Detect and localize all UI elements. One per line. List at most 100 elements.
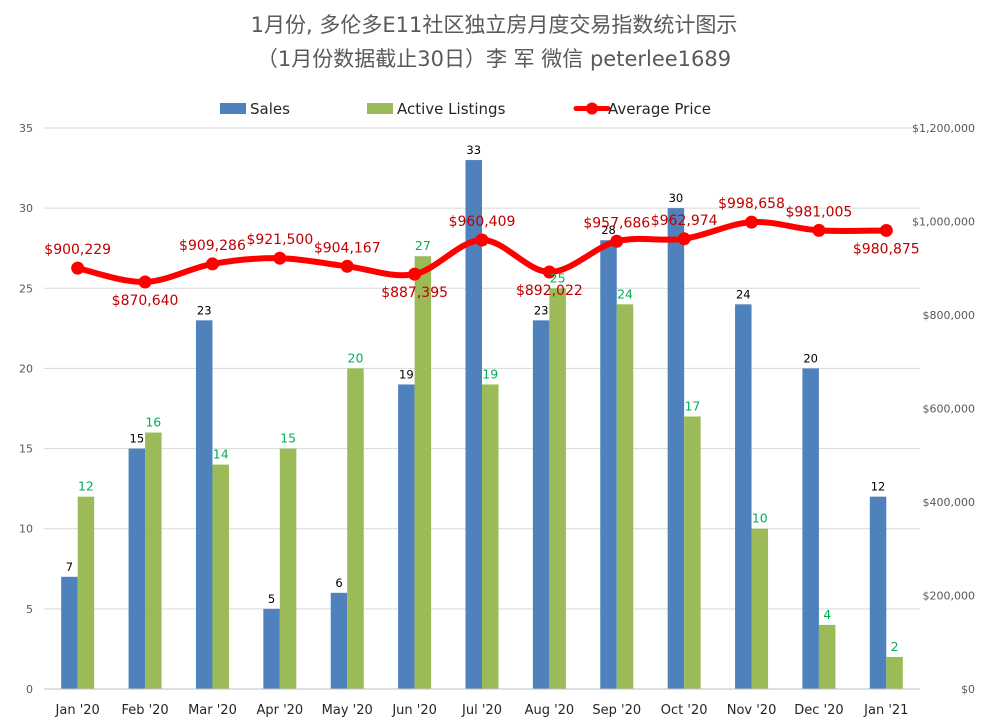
point-average-price (879, 223, 893, 237)
bar-active-listings (279, 448, 297, 689)
bar-active-listings (212, 464, 229, 689)
data-label-active-listings: 25 (550, 270, 566, 285)
data-label-active-listings: 20 (348, 350, 364, 365)
data-label-sales: 23 (197, 303, 212, 317)
legend-swatch-active-listings (367, 103, 393, 114)
data-label-active-listings: 12 (78, 479, 94, 494)
bar-active-listings (751, 528, 769, 689)
data-label-sales: 23 (534, 303, 549, 317)
data-label-sales: 33 (466, 143, 481, 157)
data-label-active-listings: 19 (482, 366, 498, 381)
bar-sales (61, 576, 78, 689)
y-left-tick-label: 35 (19, 122, 33, 135)
bar-sales (869, 496, 887, 689)
data-label-sales: 19 (399, 367, 414, 381)
data-label-average-price: $904,167 (314, 240, 381, 256)
data-labels: 7121516231451562019273319232528243017241… (44, 143, 919, 654)
data-label-active-listings: 10 (752, 511, 768, 526)
legend-label-sales: Sales (250, 100, 290, 118)
y-right-tick-label: $200,000 (923, 590, 976, 603)
data-label-average-price: $887,395 (381, 285, 448, 301)
point-average-price (610, 234, 624, 248)
x-tick-label: Apr '20 (256, 703, 303, 718)
bars (61, 160, 903, 690)
point-average-price (408, 267, 422, 281)
legend-marker-average-price (586, 102, 598, 115)
legend-item-average-price[interactable]: Average Price (573, 100, 711, 118)
x-tick-label: Nov '20 (727, 703, 777, 718)
y-right-tick-label: $1,200,000 (912, 122, 975, 135)
data-label-sales: 28 (601, 223, 616, 237)
data-label-average-price: $981,005 (786, 204, 853, 220)
x-tick-label: Jan '20 (55, 703, 100, 718)
bar-active-listings (145, 432, 162, 689)
y-left-tick-label: 25 (19, 282, 33, 295)
bar-active-listings (77, 496, 95, 689)
data-label-sales: 7 (66, 560, 73, 574)
legend-item-sales[interactable]: Sales (220, 100, 290, 118)
data-label-active-listings: 16 (145, 415, 161, 430)
data-label-average-price: $892,022 (516, 283, 583, 299)
y-left-tick-label: 0 (26, 683, 33, 696)
data-label-active-listings: 15 (280, 431, 296, 446)
bar-sales (802, 368, 819, 689)
x-tick-label: Mar '20 (188, 703, 237, 718)
price-line (71, 215, 893, 289)
bar-active-listings (616, 304, 634, 689)
y-left-tick-label: 15 (19, 443, 33, 456)
data-label-sales: 15 (130, 432, 145, 446)
y-right-tick-label: $800,000 (923, 309, 976, 322)
data-label-average-price: $960,409 (449, 214, 516, 230)
x-tick-label: Jan '21 (863, 703, 908, 718)
bar-sales (667, 208, 685, 689)
legend-item-active-listings[interactable]: Active Listings (367, 100, 506, 118)
bar-active-listings (482, 384, 499, 689)
point-average-price (475, 233, 489, 247)
x-tick-label: Aug '20 (525, 703, 575, 718)
x-tick-label: Dec '20 (794, 703, 843, 718)
x-tick-label: Jun '20 (391, 703, 437, 718)
bar-sales (532, 320, 550, 689)
data-label-average-price: $980,875 (853, 241, 920, 257)
y-left-tick-label: 10 (19, 523, 33, 536)
y-right-tick-label: $0 (961, 683, 975, 696)
chart-title: 1月份, 多伦多E11社区独立房月度交易指数统计图示 (251, 13, 738, 37)
y-left-tick-label: 30 (19, 202, 33, 215)
point-average-price (205, 257, 219, 271)
x-tick-label: May '20 (322, 703, 373, 718)
data-label-active-listings: 14 (213, 447, 229, 462)
data-label-average-price: $962,974 (651, 213, 718, 229)
data-label-sales: 5 (268, 592, 275, 606)
y-right-tick-label: $1,000,000 (912, 216, 975, 229)
data-label-active-listings: 4 (823, 607, 831, 622)
legend-label-average-price: Average Price (608, 100, 711, 118)
bar-active-listings (684, 416, 701, 689)
bar-sales (398, 384, 415, 689)
bar-sales (465, 160, 482, 690)
y-right-tick-label: $400,000 (923, 496, 976, 509)
data-label-active-listings: 27 (415, 238, 431, 253)
data-label-average-price: $909,286 (179, 238, 246, 254)
point-average-price (677, 232, 691, 246)
legend-label-active-listings: Active Listings (397, 100, 506, 118)
axes: 0 5 10 15 20 25 30 35 $0 $200,000 $400,000 $600,000… (19, 122, 975, 718)
bar-sales (330, 592, 348, 689)
bar-active-listings (347, 368, 364, 689)
point-average-price (71, 261, 85, 275)
legend-swatch-sales (220, 103, 246, 114)
data-label-sales: 20 (803, 351, 818, 365)
data-label-sales: 12 (871, 480, 886, 494)
bar-active-listings (886, 656, 903, 689)
data-label-sales: 30 (669, 191, 684, 205)
y-left-tick-label: 5 (26, 603, 33, 616)
data-label-average-price: $998,658 (718, 196, 785, 212)
bar-active-listings (549, 288, 566, 689)
data-label-active-listings: 24 (617, 286, 633, 301)
legend: Sales Active Listings Average Price (220, 100, 711, 118)
point-average-price (138, 275, 152, 289)
y-right-tick-label: $600,000 (923, 403, 976, 416)
bar-sales (128, 448, 146, 689)
point-average-price (745, 215, 759, 229)
x-tick-label: Sep '20 (592, 703, 641, 718)
